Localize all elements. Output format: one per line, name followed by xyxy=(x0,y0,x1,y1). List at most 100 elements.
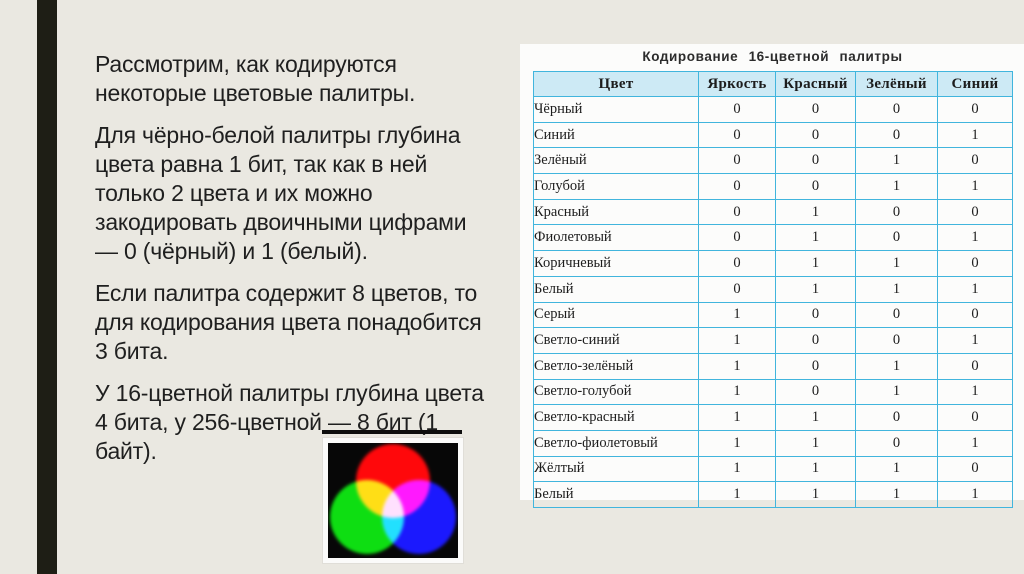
bit-value-cell: 1 xyxy=(775,275,856,303)
bit-value-cell: 0 xyxy=(698,250,776,277)
bit-value-cell: 0 xyxy=(937,198,1013,226)
rgb-image-black-area xyxy=(328,443,458,558)
bit-value-cell: 1 xyxy=(698,481,776,508)
bit-value-cell: 0 xyxy=(855,404,938,431)
paragraph-8-colors: Если палитра содержит 8 цветов, то для к… xyxy=(95,280,482,364)
palette-table-body: Чёрный 0 0 0 0 Синий 0 0 0 1 Зелёный 0 0 1 0 Голубой 0 0 1… xyxy=(533,96,1013,508)
bit-value-cell: 1 xyxy=(698,301,776,329)
table-title: Кодирование 16-цветной палитры xyxy=(642,49,903,64)
bit-value-cell: 1 xyxy=(855,147,938,175)
content-panel: Кодирование 16-цветной палитры Цвет Ярко… xyxy=(520,44,1024,508)
bit-value-cell: 1 xyxy=(937,327,1013,354)
table-row: Белый 0 1 1 1 xyxy=(533,275,1013,303)
table-row: Зелёный 0 0 1 0 xyxy=(533,147,1013,175)
table-header-row: Цвет Яркость Красный Зелёный Синий xyxy=(533,71,1013,97)
color-name-cell: Синий xyxy=(533,121,699,149)
paragraph-intro: Рассмотрим, как кодируются некоторые цве… xyxy=(95,51,416,106)
bit-value-cell: 1 xyxy=(698,429,776,457)
bit-value-cell: 1 xyxy=(937,481,1013,508)
color-name-cell: Зелёный xyxy=(533,147,699,175)
color-name-cell: Чёрный xyxy=(533,96,699,123)
bit-value-cell: 0 xyxy=(937,147,1013,175)
table-row: Светло-голубой 1 0 1 1 xyxy=(533,378,1013,406)
bit-value-cell: 1 xyxy=(855,481,938,508)
bit-value-cell: 1 xyxy=(698,327,776,354)
bit-value-cell: 0 xyxy=(937,301,1013,329)
paragraph-bw-palette: Для чёрно-белой палитры глубина цвета ра… xyxy=(95,122,467,264)
bit-value-cell: 1 xyxy=(775,429,856,457)
bit-value-cell: 1 xyxy=(937,275,1013,303)
bit-value-cell: 0 xyxy=(937,455,1013,483)
bit-value-cell: 1 xyxy=(937,121,1013,149)
bit-value-cell: 0 xyxy=(855,96,938,123)
bit-value-cell: 0 xyxy=(855,301,938,329)
blue-circle xyxy=(382,480,456,554)
color-name-cell: Светло-голубой xyxy=(533,378,699,406)
bit-value-cell: 0 xyxy=(937,96,1013,123)
bit-value-cell: 1 xyxy=(775,250,856,277)
column-header-brightness: Яркость xyxy=(698,71,776,97)
bit-value-cell: 1 xyxy=(937,224,1013,252)
bit-value-cell: 0 xyxy=(775,378,856,406)
bit-value-cell: 1 xyxy=(698,378,776,406)
bit-value-cell: 0 xyxy=(698,275,776,303)
column-header-green: Зелёный xyxy=(855,71,938,97)
bit-value-cell: 0 xyxy=(698,96,776,123)
column-header-red: Красный xyxy=(775,71,856,97)
table-row: Коричневый 0 1 1 0 xyxy=(533,250,1013,277)
color-name-cell: Белый xyxy=(533,275,699,303)
paragraph-16-colors: У 16-цветной палитры глубина цвета 4 бит… xyxy=(95,380,484,464)
bit-value-cell: 1 xyxy=(855,173,938,200)
bit-value-cell: 1 xyxy=(855,250,938,277)
bit-value-cell: 0 xyxy=(775,147,856,175)
bit-value-cell: 1 xyxy=(855,352,938,380)
bit-value-cell: 1 xyxy=(937,378,1013,406)
bit-value-cell: 0 xyxy=(775,352,856,380)
table-row: Жёлтый 1 1 1 0 xyxy=(533,455,1013,483)
bit-value-cell: 0 xyxy=(937,352,1013,380)
underline-mark xyxy=(322,430,462,434)
bit-value-cell: 0 xyxy=(855,327,938,354)
bit-value-cell: 0 xyxy=(855,121,938,149)
table-row: Чёрный 0 0 0 0 xyxy=(533,96,1013,123)
column-header-color: Цвет xyxy=(533,71,699,97)
bit-value-cell: 1 xyxy=(775,481,856,508)
bit-value-cell: 1 xyxy=(855,275,938,303)
color-name-cell: Красный xyxy=(533,198,699,226)
bit-value-cell: 1 xyxy=(775,198,856,226)
table-row: Светло-фиолетовый 1 1 0 1 xyxy=(533,429,1013,457)
color-name-cell: Светло-синий xyxy=(533,327,699,354)
bit-value-cell: 0 xyxy=(698,224,776,252)
bit-value-cell: 1 xyxy=(855,455,938,483)
bit-value-cell: 0 xyxy=(698,121,776,149)
color-name-cell: Жёлтый xyxy=(533,455,699,483)
bit-value-cell: 0 xyxy=(855,429,938,457)
bit-value-cell: 0 xyxy=(698,173,776,200)
color-name-cell: Голубой xyxy=(533,173,699,200)
bit-value-cell: 1 xyxy=(775,404,856,431)
table-row: Белый 1 1 1 1 xyxy=(533,481,1013,508)
table-row: Серый 1 0 0 0 xyxy=(533,301,1013,329)
table-row: Синий 0 0 0 1 xyxy=(533,121,1013,149)
palette-table: Цвет Яркость Красный Зелёный Синий Чёрны… xyxy=(533,71,1013,508)
color-name-cell: Светло-зелёный xyxy=(533,352,699,380)
color-name-cell: Серый xyxy=(533,301,699,329)
color-name-cell: Светло-фиолетовый xyxy=(533,429,699,457)
bit-value-cell: 0 xyxy=(698,198,776,226)
bit-value-cell: 0 xyxy=(855,198,938,226)
slide-text-block: Рассмотрим, как кодируются некоторые цве… xyxy=(95,50,519,479)
bit-value-cell: 1 xyxy=(698,404,776,431)
bit-value-cell: 0 xyxy=(775,327,856,354)
table-row: Фиолетовый 0 1 0 1 xyxy=(533,224,1013,252)
color-name-cell: Белый xyxy=(533,481,699,508)
bit-value-cell: 0 xyxy=(775,96,856,123)
bit-value-cell: 1 xyxy=(775,224,856,252)
column-header-blue: Синий xyxy=(937,71,1013,97)
rgb-color-model-image xyxy=(322,437,464,564)
bit-value-cell: 1 xyxy=(937,173,1013,200)
bit-value-cell: 1 xyxy=(855,378,938,406)
table-row: Светло-красный 1 1 0 0 xyxy=(533,404,1013,431)
bit-value-cell: 1 xyxy=(698,455,776,483)
bit-value-cell: 1 xyxy=(775,455,856,483)
color-name-cell: Фиолетовый xyxy=(533,224,699,252)
